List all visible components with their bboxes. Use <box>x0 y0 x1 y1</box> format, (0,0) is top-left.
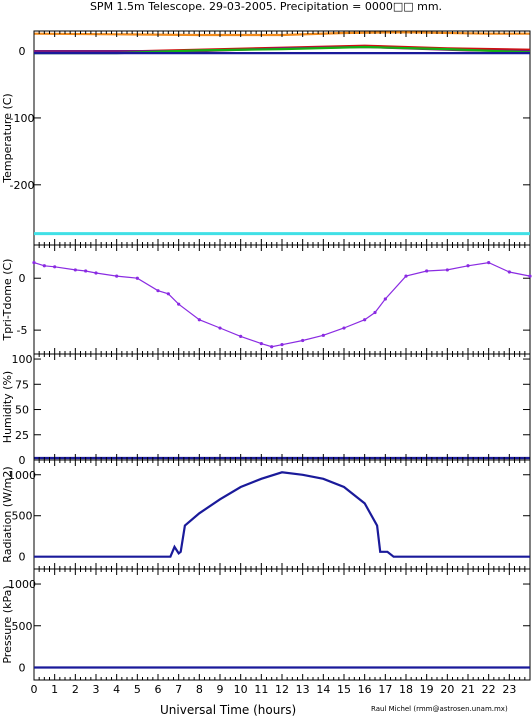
panel-frame <box>33 459 531 570</box>
x-tick-label: 21 <box>461 683 475 696</box>
x-tick-label: 0 <box>31 683 38 696</box>
x-tick-label: 19 <box>420 683 434 696</box>
credit-text: Raul Michel (rmm@astrosen.unam.mx) <box>371 705 508 713</box>
x-tick-label: 10 <box>234 683 248 696</box>
panel-frame <box>33 568 531 681</box>
chart-title: SPM 1.5m Telescope. 29-03-2005. Precipit… <box>89 0 443 13</box>
x-tick-label: 9 <box>217 683 224 696</box>
x-tick-label: 7 <box>175 683 182 696</box>
panel-2: 0 25 50 75 100 Humidity (%) <box>1 353 531 467</box>
x-tick-label: 1 <box>51 683 58 696</box>
x-tick-label: 20 <box>440 683 454 696</box>
x-tick-label: 11 <box>254 683 268 696</box>
x-tick-label: 6 <box>155 683 162 696</box>
y-tick-label: 50 <box>15 404 29 417</box>
y-axis-label: Tpri-Tdome (C) <box>1 259 14 342</box>
x-tick-label: 5 <box>134 683 141 696</box>
y-tick-label: 25 <box>15 429 29 442</box>
x-tick-label: 17 <box>378 683 392 696</box>
x-tick-label: 3 <box>93 683 100 696</box>
y-tick-label: 1000 <box>8 578 36 591</box>
x-tick-label: 4 <box>113 683 120 696</box>
y-tick-label: -5 <box>17 324 28 337</box>
x-tick-label: 22 <box>482 683 496 696</box>
x-tick-label: 12 <box>275 683 289 696</box>
y-tick-label: 500 <box>12 620 33 633</box>
x-tick-label: 14 <box>316 683 330 696</box>
x-tick-label: 16 <box>358 683 372 696</box>
panel-frame <box>33 30 531 246</box>
x-tick-label: 8 <box>196 683 203 696</box>
y-tick-label: -100 <box>10 112 35 125</box>
x-tick-label: 23 <box>502 683 516 696</box>
y-tick-label: 0 <box>19 272 26 285</box>
y-tick-label: -200 <box>10 179 35 192</box>
x-tick-label: 15 <box>337 683 351 696</box>
x-tick-label: 13 <box>296 683 310 696</box>
y-tick-label: 500 <box>12 510 33 523</box>
series-line <box>33 261 531 348</box>
y-tick-label: 75 <box>15 378 29 391</box>
y-tick-label: 0 <box>19 454 26 467</box>
panel-frame <box>33 244 531 355</box>
y-axis-label: Temperature (C) <box>1 93 14 183</box>
y-tick-label: 1000 <box>8 469 36 482</box>
panel-frame <box>33 353 531 461</box>
y-tick-label: 0 <box>19 45 26 58</box>
y-tick-label: 100 <box>12 353 33 366</box>
x-axis-label: Universal Time (hours) <box>160 703 297 717</box>
y-axis-label: Pressure (kPa) <box>1 585 14 663</box>
series-line <box>34 471 530 558</box>
y-axis-label: Radiation (W/m2) <box>1 466 14 562</box>
x-tick-label: 18 <box>399 683 413 696</box>
y-tick-label: 0 <box>19 551 26 564</box>
x-tick-label: 2 <box>72 683 79 696</box>
y-axis-label: Humidity (%) <box>1 371 14 443</box>
y-tick-label: 0 <box>19 661 26 674</box>
